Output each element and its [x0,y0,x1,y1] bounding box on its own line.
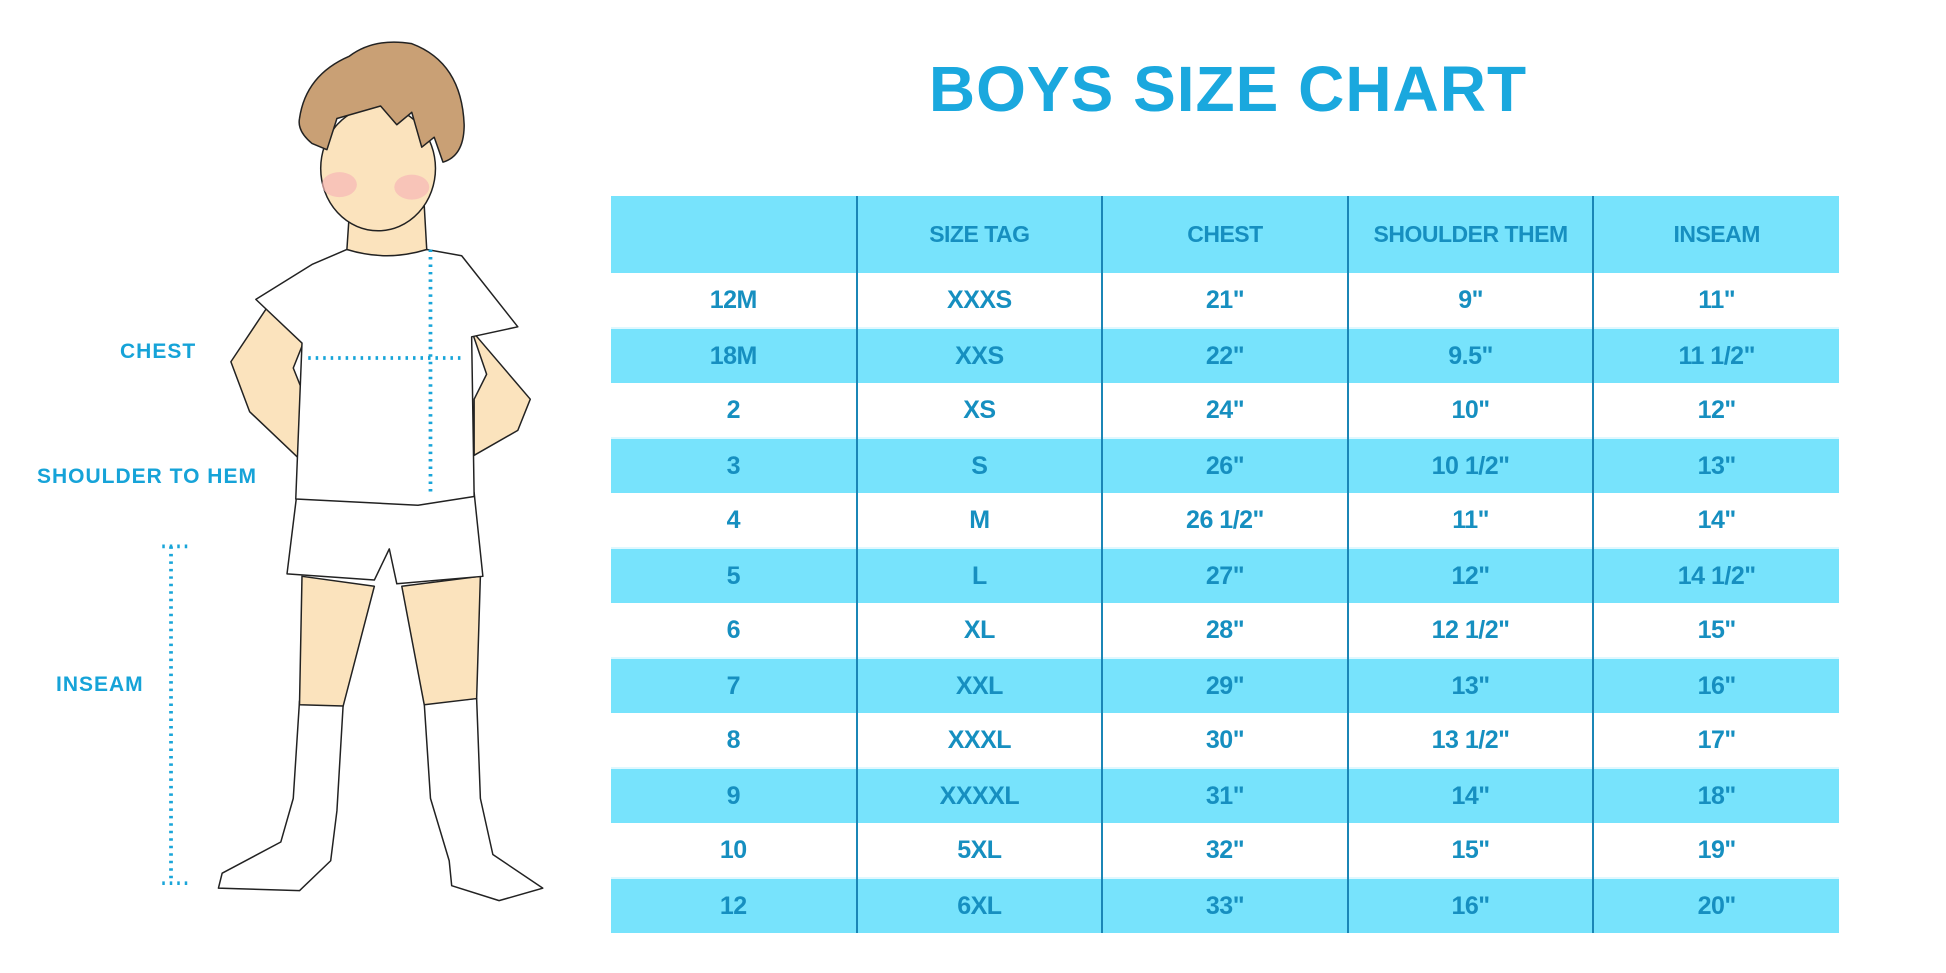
cell-inseam: 16" [1592,657,1839,713]
cell-size-tag: 6XL [855,877,1103,933]
cell-chest: 32" [1101,823,1348,878]
cell-inseam: 19" [1592,823,1839,878]
cell-chest: 26 1/2" [1101,493,1348,548]
shorts [286,491,484,585]
header-chest: CHEST [1101,196,1348,273]
cell-shoulder: 13 1/2" [1346,713,1594,768]
cell-age: 8 [726,725,741,754]
cell-inseam: 11 1/2" [1592,327,1839,383]
table-row: 4 M 26 1/2" 11" 14" [611,493,1839,548]
header-inseam: INSEAM [1592,196,1839,273]
cell-size-tag: XXXL [855,713,1103,768]
cell-size-tag: XL [855,603,1103,658]
cell-size-tag: S [855,437,1103,493]
cell-age: 18M [611,327,857,383]
left-sock [217,700,344,892]
cell-shoulder: 9.5" [1346,327,1594,383]
cell-size-tag: XXS [855,327,1103,383]
cell-inseam: 12" [1592,383,1839,438]
cell-age: 5 [611,547,857,603]
cell-shoulder: 10 1/2" [1346,437,1594,493]
table-row: 18M XXS 22" 9.5" 11 1/2" [611,327,1839,383]
cell-size-tag: XXL [855,657,1103,713]
right-arm [470,329,532,457]
inseam-label: INSEAM [56,673,144,696]
cell-age: 10 [719,835,747,864]
right-sock [423,697,544,902]
table-row: 12 6XL 33" 16" 20" [611,877,1839,933]
header-size-tag: SIZE TAG [855,196,1103,273]
cell-shoulder: 13" [1346,657,1594,713]
chest-label: CHEST [120,340,197,363]
table-header-row: SIZE TAG CHEST SHOULDER THEM INSEAM [611,196,1839,273]
table-row: 3 S 26" 10 1/2" 13" [611,437,1839,493]
cell-size-tag: XS [855,383,1103,438]
shoulder-to-hem-label: SHOULDER TO HEM [37,465,257,488]
cell-shoulder: 11" [1346,493,1594,548]
cell-shoulder: 10" [1346,383,1594,438]
cell-age: 12 [611,877,857,933]
cell-chest: 28" [1101,603,1348,658]
cell-shoulder: 12" [1346,547,1594,603]
table-row: 10 5XL 32" 15" 19" [611,823,1839,878]
legs [298,575,482,707]
cell-age: 12M [709,285,758,314]
table-row: 7 XXL 29" 13" 16" [611,657,1839,713]
cell-age: 7 [611,657,857,713]
cell-size-tag: XXXXL [855,767,1103,823]
cell-age: 9 [611,767,857,823]
cell-inseam: 20" [1592,877,1839,933]
cell-shoulder: 14" [1346,767,1594,823]
cell-inseam: 13" [1592,437,1839,493]
table-row: 9 XXXXL 31" 14" 18" [611,767,1839,823]
table-row: 5 L 27" 12" 14 1/2" [611,547,1839,603]
cell-chest: 22" [1101,327,1348,383]
cell-shoulder: 16" [1346,877,1594,933]
table-row: 6 XL 28" 12 1/2" 15" [611,603,1839,658]
cell-chest: 24" [1101,383,1348,438]
cell-chest: 26" [1101,437,1348,493]
cell-chest: 31" [1101,767,1348,823]
cell-inseam: 14 1/2" [1592,547,1839,603]
cell-age: 6 [726,615,741,644]
page-title: BOYS SIZE CHART [928,53,1528,125]
cell-chest: 29" [1101,657,1348,713]
table-row: 2 XS 24" 10" 12" [611,383,1839,438]
table-row: 12M XXXS 21" 9" 11" [611,273,1839,328]
cell-size-tag: 5XL [855,823,1103,878]
header-shoulder: SHOULDER THEM [1346,196,1594,273]
cell-size-tag: M [855,493,1103,548]
cell-inseam: 11" [1592,273,1839,328]
header-age [611,196,857,273]
cell-inseam: 14" [1592,493,1839,548]
size-table: SIZE TAG CHEST SHOULDER THEM INSEAM 12M X… [611,196,1839,933]
cell-shoulder: 15" [1346,823,1594,878]
hair [298,41,465,163]
cell-chest: 27" [1101,547,1348,603]
cell-inseam: 17" [1592,713,1839,768]
cell-age: 2 [726,395,741,424]
table-row: 8 XXXL 30" 13 1/2" 17" [611,713,1839,768]
boy-illustration [162,41,544,902]
cell-chest: 21" [1101,273,1348,328]
cell-age: 4 [726,505,741,534]
cell-inseam: 15" [1592,603,1839,658]
cell-size-tag: XXXS [855,273,1103,328]
cell-chest: 33" [1101,877,1348,933]
cell-size-tag: L [855,547,1103,603]
shirt [255,248,519,506]
cell-shoulder: 9" [1346,273,1594,328]
cell-shoulder: 12 1/2" [1346,603,1594,658]
cell-chest: 30" [1101,713,1348,768]
cell-inseam: 18" [1592,767,1839,823]
cell-age: 3 [611,437,857,493]
